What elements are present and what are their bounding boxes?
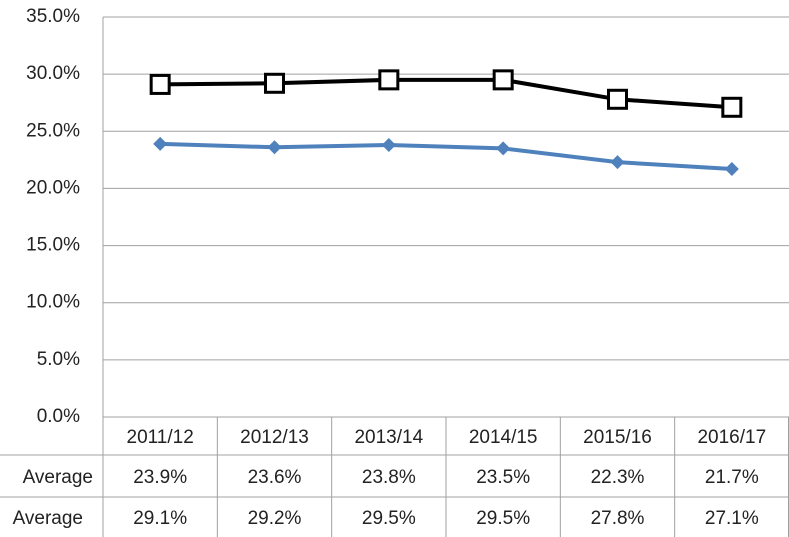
table-value: 22.3% <box>591 467 645 488</box>
table-series-name: Average <box>13 508 83 529</box>
marker <box>264 72 285 94</box>
marker <box>153 136 168 151</box>
table-value: 29.2% <box>248 508 302 529</box>
x-tick-label: 2016/17 <box>697 427 766 448</box>
table-value: 27.1% <box>705 508 759 529</box>
marker <box>492 69 514 91</box>
y-tick-label: 35.0% <box>26 6 80 27</box>
marker <box>721 96 743 118</box>
table-value: 29.1% <box>133 508 187 529</box>
table-value: 23.9% <box>133 467 187 488</box>
y-tick-label: 10.0% <box>26 292 80 313</box>
marker <box>496 141 511 156</box>
y-tick-label: 15.0% <box>26 235 80 256</box>
x-tick-label: 2014/15 <box>469 427 538 448</box>
x-tick-label: 2011/12 <box>127 427 194 448</box>
marker <box>267 140 282 155</box>
x-tick-label: 2013/14 <box>354 427 423 448</box>
series-line <box>160 141 732 171</box>
x-tick-label: 2012/13 <box>240 427 309 448</box>
y-tick-label: 20.0% <box>26 177 80 198</box>
marker <box>610 155 625 170</box>
table-value: 21.7% <box>705 467 759 488</box>
y-tick-label: 30.0% <box>26 63 80 84</box>
table-series-name: Average <box>23 467 93 488</box>
series-line <box>160 77 732 110</box>
marker <box>378 69 400 91</box>
marker <box>724 162 739 176</box>
marker <box>149 73 171 95</box>
table-value: 29.5% <box>476 508 530 529</box>
table-value: 23.5% <box>476 467 530 488</box>
table-value: 23.6% <box>248 467 302 488</box>
y-tick-label: 25.0% <box>26 120 80 141</box>
y-tick-label: 5.0% <box>37 349 80 370</box>
table-value: 27.8% <box>591 508 645 529</box>
marker <box>381 138 396 152</box>
marker <box>607 88 628 110</box>
table-value: 29.5% <box>362 508 416 529</box>
table-value: 23.8% <box>362 467 416 488</box>
x-tick-label: 2015/16 <box>583 427 652 448</box>
y-tick-label: 0.0% <box>37 406 80 427</box>
